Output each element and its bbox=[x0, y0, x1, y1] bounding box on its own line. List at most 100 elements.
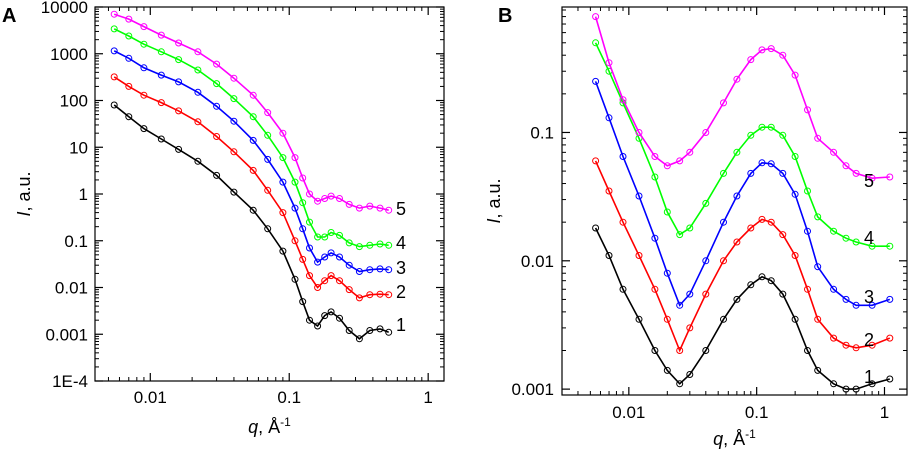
panel-a-data-point bbox=[306, 190, 313, 198]
panel-a-data-point bbox=[213, 102, 221, 110]
panel-a-data-point bbox=[355, 243, 363, 251]
panel-b-x-tick-label: 0.01 bbox=[612, 403, 645, 422]
panel-b-data-point bbox=[814, 263, 822, 271]
panel-a-data-point bbox=[249, 113, 257, 121]
panel-a-data-point bbox=[299, 225, 307, 233]
panel-a-data-point bbox=[366, 266, 374, 274]
panel-a-y-tick-label: 10 bbox=[69, 138, 88, 157]
panel-a-data-point bbox=[385, 241, 393, 249]
panel-b-data-point bbox=[651, 153, 659, 160]
panel-a-y-tick-label: 10000 bbox=[41, 0, 88, 17]
panel-b-data-point bbox=[733, 192, 741, 200]
panel-b-data-point bbox=[791, 315, 799, 323]
panel-a-y-tick-label: 1E-4 bbox=[52, 372, 88, 391]
panel-a-data-point bbox=[291, 275, 299, 283]
panel-b-data-point bbox=[791, 153, 799, 160]
panel-b-data-point bbox=[592, 13, 600, 21]
panel-a-data-point bbox=[249, 136, 257, 144]
panel-a-data-point bbox=[125, 15, 133, 23]
panel-a-data-point bbox=[327, 249, 335, 257]
panel-a-data-point bbox=[366, 241, 374, 249]
panel-a-curve-label-2: 2 bbox=[396, 282, 406, 302]
panel-b-series-1 bbox=[592, 224, 894, 393]
panel-b-data-point bbox=[868, 242, 876, 250]
panel-b-data-point bbox=[779, 169, 787, 177]
panel-b-data-point bbox=[779, 131, 787, 139]
panel-b-data-point bbox=[830, 227, 838, 235]
panel-b-curve-label-1: 1 bbox=[864, 367, 874, 387]
panel-a-data-point bbox=[299, 174, 307, 182]
panel-a-data-point bbox=[213, 133, 221, 140]
panel-a-minor-ticks bbox=[95, 7, 444, 381]
panel-b-data-point bbox=[605, 59, 613, 67]
panel-b-data-point bbox=[758, 46, 766, 54]
panel-a-series-3 bbox=[110, 47, 393, 275]
panel-a-data-point bbox=[230, 117, 238, 125]
panel-b-data-point bbox=[830, 380, 838, 388]
panel-b-data-point bbox=[852, 385, 860, 393]
panel-a-data-point bbox=[140, 125, 148, 133]
panel-a-data-point bbox=[279, 129, 287, 137]
panel-b-data-point bbox=[814, 134, 822, 142]
panel-a-data-point bbox=[336, 231, 343, 239]
panel-a-data-point bbox=[321, 195, 329, 202]
panel-b-curve-label-4: 4 bbox=[864, 228, 874, 248]
panel-a-data-point bbox=[376, 240, 384, 248]
panel-a-data-point bbox=[336, 195, 343, 202]
panel-a-data-point bbox=[385, 291, 393, 299]
panel-a-data-point bbox=[336, 277, 343, 285]
panel-b-data-point bbox=[747, 281, 755, 289]
panel-a-data-point bbox=[321, 233, 329, 241]
panel-b-y-tick-label: 0.001 bbox=[511, 380, 554, 399]
panel-b-data-point bbox=[619, 153, 627, 160]
panel-a-x-tick-label: 0.1 bbox=[277, 388, 301, 407]
panel-b-data-point bbox=[720, 99, 727, 107]
panel-a-data-point bbox=[125, 82, 133, 90]
panel-b-data-point bbox=[886, 295, 894, 303]
panel-b-data-point bbox=[779, 290, 787, 298]
panel-b-data-point bbox=[635, 129, 643, 136]
panel-b-data-point bbox=[651, 347, 659, 354]
panel-b-data-point bbox=[886, 375, 894, 383]
panel-a-series-2 bbox=[110, 73, 393, 302]
panel-b-data-point bbox=[676, 231, 684, 239]
panel-b-y-axis-title: I, a.u. bbox=[484, 178, 504, 223]
panel-a-data-point bbox=[306, 272, 313, 280]
panel-b-data-point bbox=[852, 301, 860, 309]
panel-a-fit-line-5 bbox=[113, 13, 389, 211]
panel-a-fit-line-1 bbox=[113, 104, 389, 340]
panel-b-data-point bbox=[676, 380, 684, 388]
panel-a-y-tick-label: 1 bbox=[79, 185, 88, 204]
panel-a-data-point bbox=[376, 204, 384, 212]
panel-b-data-point bbox=[842, 234, 850, 242]
panel-b-data-point bbox=[747, 169, 755, 177]
panel-a-data-point bbox=[385, 328, 393, 336]
panel-b-data-point bbox=[767, 45, 775, 53]
panel-b-data-point bbox=[767, 160, 775, 168]
panel-a: A 0.01 0.1 1 10000 1000 100 10 1 0.1 0.01 0.001 1E-… bbox=[2, 0, 445, 437]
panel-a-curve-label-3: 3 bbox=[396, 258, 406, 278]
panel-a-data-point bbox=[230, 74, 238, 82]
panel-a-data-point bbox=[376, 290, 384, 298]
panel-a-data-point bbox=[175, 39, 183, 47]
panel-a-data-point bbox=[125, 32, 133, 40]
panel-a-data-point bbox=[264, 186, 272, 194]
panel-a-data-point bbox=[299, 199, 307, 207]
panel-a-data-point bbox=[110, 47, 118, 55]
panel-b-data-point bbox=[830, 334, 838, 342]
panel-b-data-point bbox=[702, 257, 710, 265]
panel-a-data-point bbox=[264, 155, 272, 163]
panel-b-data-point bbox=[758, 273, 766, 281]
panel-a-data-point bbox=[157, 135, 165, 143]
panel-b-data-point bbox=[663, 315, 671, 323]
panel-a-data-point bbox=[385, 266, 393, 274]
panel-a-data-point bbox=[249, 166, 257, 174]
panel-a-data-point bbox=[336, 253, 343, 261]
panel-a-data-point bbox=[291, 204, 299, 212]
panel-b-x-tick-label: 0.1 bbox=[745, 403, 769, 422]
panel-a-data-point bbox=[194, 66, 202, 74]
panel-b-data-point bbox=[592, 77, 600, 85]
panel-a-data-point bbox=[314, 258, 322, 266]
panel-a-data-point bbox=[140, 40, 148, 48]
panel-a-data-point bbox=[291, 154, 299, 162]
